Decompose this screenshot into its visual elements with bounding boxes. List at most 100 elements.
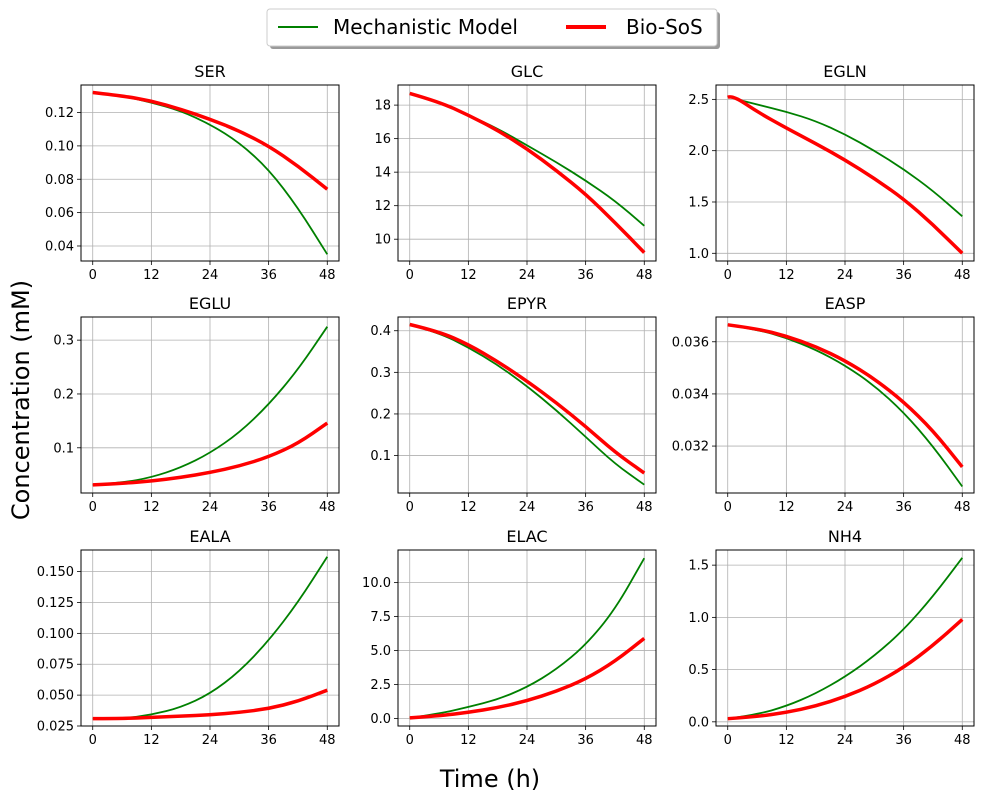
- panel-ser: 0 12 24 36 48 0.04 0.06 0.08 0.10 0.12 SER: [45, 62, 340, 283]
- x-tick-label: 36: [577, 268, 594, 283]
- y-tick-label: 12: [374, 199, 391, 214]
- x-tick-label: 48: [319, 500, 336, 515]
- panel-eglu: 0 12 24 36 48 0.1 0.2 0.3 EGLU: [53, 294, 340, 515]
- x-tick-label: 24: [202, 268, 219, 283]
- axes-frame: [715, 316, 975, 494]
- axes-frame: [715, 84, 975, 262]
- x-tick-label: 48: [636, 268, 653, 283]
- x-tick-label: 0: [406, 268, 414, 283]
- x-axis-title: Time (h): [439, 765, 540, 793]
- y-tick-label: 0.050: [37, 689, 74, 704]
- panel-elac: 0 12 24 36 48 0.0 2.5 5.0 7.5 10.0 ELAC: [362, 527, 657, 748]
- x-tick-label: 24: [202, 733, 219, 748]
- x-tick-label: 24: [202, 500, 219, 515]
- x-tick-label: 36: [895, 500, 912, 515]
- panel-title: ELAC: [506, 527, 547, 546]
- x-tick-label: 48: [954, 500, 971, 515]
- panel-title: EGLU: [189, 294, 231, 313]
- legend-label-biosos: Bio-SoS: [626, 15, 703, 39]
- y-tick-label: 0.12: [45, 106, 74, 121]
- x-tick-label: 24: [837, 268, 854, 283]
- panel-title: EGLN: [823, 62, 866, 81]
- y-tick-label: 0.06: [45, 206, 74, 221]
- x-tick-label: 12: [778, 268, 795, 283]
- y-axis-title: Concentration (mM): [7, 280, 35, 520]
- x-tick-label: 48: [319, 733, 336, 748]
- x-tick-label: 24: [519, 268, 536, 283]
- x-tick-label: 12: [460, 733, 477, 748]
- x-tick-label: 24: [837, 500, 854, 515]
- series-line-biosos: [409, 322, 646, 475]
- panel-egln: 0 12 24 36 48 1.0 1.5 2.0 2.5 EGLN: [688, 62, 975, 283]
- x-tick-label: 36: [260, 268, 277, 283]
- y-tick-label: 0.025: [37, 720, 74, 735]
- x-tick-label: 24: [519, 733, 536, 748]
- legend-label-mechanistic: Mechanistic Model: [333, 15, 518, 39]
- x-tick-label: 12: [143, 268, 160, 283]
- y-tick-label: 0.1: [53, 441, 74, 456]
- panel-eala: 0 12 24 36 48 0.025 0.050 0.075 0.100 0.125 0.150 E…: [37, 527, 340, 748]
- y-tick-label: 0.4: [370, 324, 391, 339]
- x-tick-label: 0: [724, 733, 732, 748]
- x-tick-label: 0: [89, 733, 97, 748]
- y-tick-label: 7.5: [370, 610, 391, 625]
- x-tick-label: 36: [260, 500, 277, 515]
- x-tick-label: 24: [519, 500, 536, 515]
- y-tick-label: 2.5: [688, 93, 709, 108]
- panel-title: SER: [194, 62, 225, 81]
- panel-title: EALA: [189, 527, 230, 546]
- x-tick-label: 12: [460, 268, 477, 283]
- axes-frame: [80, 549, 340, 727]
- x-tick-label: 12: [460, 500, 477, 515]
- x-tick-label: 48: [319, 268, 336, 283]
- x-tick-label: 0: [724, 268, 732, 283]
- x-tick-label: 36: [895, 268, 912, 283]
- y-tick-label: 1.5: [688, 559, 709, 574]
- y-tick-label: 1.0: [688, 247, 709, 262]
- y-tick-label: 0.2: [370, 407, 391, 422]
- y-tick-label: 1.5: [688, 195, 709, 210]
- y-tick-label: 0.0: [688, 715, 709, 730]
- y-tick-label: 2.5: [370, 678, 391, 693]
- axes-frame: [397, 316, 657, 494]
- axes-frame: [715, 549, 975, 727]
- panel-glc: 0 12 24 36 48 10 12 14 16 18 GLC: [374, 62, 657, 283]
- x-tick-label: 0: [724, 500, 732, 515]
- y-tick-label: 10.0: [362, 576, 391, 591]
- x-tick-label: 36: [895, 733, 912, 748]
- series-line-biosos: [92, 688, 328, 721]
- x-tick-label: 0: [89, 268, 97, 283]
- panel-nh4: 0 12 24 36 48 0.0 0.5 1.0 1.5 NH4: [688, 527, 975, 748]
- y-tick-label: 0.036: [672, 335, 709, 350]
- y-tick-label: 18: [374, 99, 391, 114]
- y-tick-label: 0.034: [672, 387, 709, 402]
- y-tick-label: 14: [374, 166, 391, 181]
- x-tick-label: 0: [406, 733, 414, 748]
- x-tick-label: 36: [577, 500, 594, 515]
- series-line-mechanistic: [92, 326, 329, 486]
- y-tick-label: 0.1: [370, 449, 391, 464]
- y-tick-label: 0.100: [37, 627, 74, 642]
- series-line-biosos: [727, 618, 964, 721]
- x-tick-label: 48: [636, 500, 653, 515]
- axes-frame: [80, 316, 340, 494]
- x-tick-label: 48: [954, 733, 971, 748]
- panel-title: EASP: [825, 294, 866, 313]
- x-tick-label: 12: [778, 500, 795, 515]
- panel-easp: 0 12 24 36 48 0.032 0.034 0.036 EASP: [672, 294, 975, 515]
- series-line-biosos: [92, 90, 329, 191]
- series-line-biosos: [727, 323, 964, 469]
- x-tick-label: 12: [143, 733, 160, 748]
- y-tick-label: 0.0: [370, 712, 391, 727]
- panel-epyr: 0 12 24 36 48 0.1 0.2 0.3 0.4 EPYR: [370, 294, 657, 515]
- panel-title: NH4: [828, 527, 862, 546]
- y-tick-label: 0.075: [37, 658, 74, 673]
- y-tick-label: 0.150: [37, 565, 74, 580]
- series-line-mechanistic: [409, 557, 646, 719]
- y-tick-label: 10: [374, 233, 391, 248]
- y-tick-label: 0.04: [45, 239, 74, 254]
- y-tick-label: 0.032: [672, 440, 709, 455]
- x-tick-label: 36: [260, 733, 277, 748]
